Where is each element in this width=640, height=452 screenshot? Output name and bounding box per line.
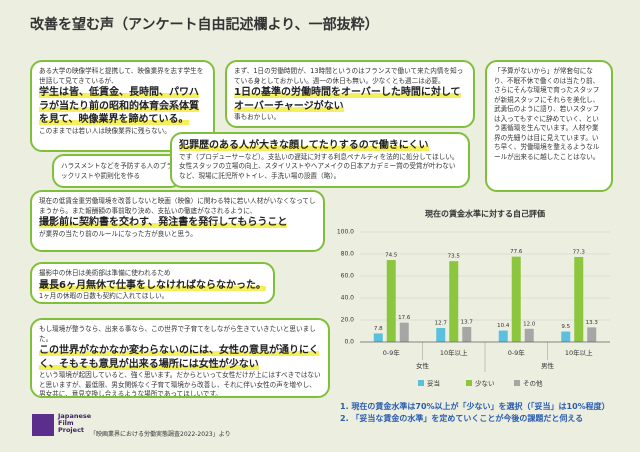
body-text: 「予算がないから」が常套句になり、不眠不休で働くのは当たり前、さらにそんな環境で… (494, 67, 600, 161)
body-text: このままでは若い人は映像業界に残らない。 (39, 126, 171, 135)
value-label: 74.5 (385, 253, 398, 259)
bar (511, 256, 521, 342)
bar (561, 331, 571, 342)
note: 1. 現在の賃金水準は70%以上が「少ない」を選択（「妥当」は10%程度） (340, 402, 610, 411)
value-label: 12.7 (435, 321, 448, 327)
body-text: ある大学の映像学科と提携して、映像業界を志す学生を世話して見てきているが、 (39, 67, 204, 85)
bar (373, 333, 383, 342)
bar (436, 328, 446, 342)
speech-bubble: ハラスメントなどを予防する人のブラックリストや罰則化を作る (52, 154, 182, 188)
value-label: 77.6 (510, 249, 523, 255)
legend-swatch (514, 380, 520, 386)
speech-bubble: まず、1日の労働時間が、13時間というのはフランスで働いて来た内情を知っている身… (225, 60, 475, 128)
value-label: 17.6 (398, 315, 411, 321)
bar (399, 322, 409, 342)
body-text: 事もおかしい。 (234, 113, 281, 122)
bar (386, 260, 396, 342)
speech-bubble: 犯罪歴のある人が大きな顔してたりするので働きにくい です（プロデューサーなど）。支… (170, 132, 470, 188)
x-tick-label: 0-9年 (383, 348, 401, 357)
bar (574, 256, 584, 342)
group-label: 男性 (541, 361, 555, 370)
emphasis-text: 犯罪歴のある人が大きな顔してたりするので働きにくい (179, 140, 429, 151)
y-tick-label: 0.0 (344, 339, 354, 346)
source: 「映画業界における労働実態調査2022-2023」より (90, 431, 231, 438)
body-text: が業界の当たり前のルールになった方が良いと思う。 (39, 229, 197, 238)
y-tick-label: 40.0 (341, 295, 355, 302)
note: 2. 「妥当な賃金の水準」を定めていくことが今後の課題だと伺える (340, 414, 584, 423)
body-text: まず、1日の労働時間が、13時間というのはフランスで働いて来た内情を知っている身… (234, 67, 464, 85)
bar (587, 327, 597, 342)
bar (498, 330, 508, 342)
y-tick-label: 60.0 (341, 273, 355, 280)
emphasis-text: 撮影前に契約書を交わす、発注書を発行してもらうこと (39, 217, 288, 229)
value-label: 13.7 (461, 319, 474, 325)
legend-label: 少ない (475, 379, 495, 388)
body-text: もし環境が整うなら、出来る事なら、この世界で子育てをしながら生きていきたいと思い… (39, 325, 316, 343)
legend-swatch (418, 380, 424, 386)
value-label: 77.3 (573, 249, 586, 255)
legend-swatch (466, 380, 472, 386)
emphasis-text: 最長6ヶ月無休で仕事をしなければならなかった。 (39, 279, 266, 291)
value-label: 13.3 (586, 320, 599, 326)
y-tick-label: 80.0 (341, 251, 355, 258)
chart-title: 現在の賃金水準に対する自己評価 (425, 209, 545, 219)
bar (449, 261, 459, 342)
body-text: 現在の低賃金重労働環境を改善しないと映画（映像）に関わる特に若い人材がいなくなっ… (39, 197, 316, 215)
legend-label: その他 (523, 379, 543, 388)
speech-bubble: 撮影中の休日は美術部は準備に使われるため最長6ヶ月無休で仕事をしなければならなか… (30, 262, 275, 304)
speech-bubble: もし環境が整うなら、出来る事なら、この世界で子育てをしながら生きていきたいと思い… (30, 318, 330, 398)
body-text: ハラスメントなどを予防する人のブラックリストや罰則化を作る (61, 162, 173, 180)
value-label: 9.5 (561, 324, 570, 330)
group-label: 女性 (416, 361, 430, 370)
logo-mark (32, 414, 54, 436)
logo-text: Japanese Film Project (58, 412, 92, 435)
bar (462, 326, 472, 342)
body-text: です（プロデューサーなど）。支払いの遅延に対する利息ペナルティを法的に処分してほ… (179, 152, 459, 180)
page-title: 改善を望む声（アンケート自由記述欄より、一部抜粋） (30, 17, 379, 33)
speech-bubble: 現在の低賃金重労働環境を改善しないと映画（映像）に関わる特に若い人材がいなくなっ… (30, 190, 325, 252)
bar (524, 328, 534, 342)
body-text: という環境が起因していると、強く思います。だからといって女性だけが上にはすべきで… (39, 371, 321, 398)
value-label: 73.5 (448, 254, 461, 260)
x-tick-label: 0-9年 (508, 348, 526, 357)
speech-bubble: 「予算がないから」が常套句になり、不眠不休で働くのは当たり前、さらにそんな環境で… (485, 60, 613, 192)
value-label: 12.0 (523, 321, 536, 327)
legend-label: 妥当 (427, 379, 440, 388)
y-tick-label: 100.0 (337, 229, 354, 236)
value-label: 10.4 (497, 323, 510, 329)
emphasis-text: 学生は皆、低賃金、長時間、パワハラが当たり前の昭和的体育会系体質を見て、映像業界… (39, 87, 199, 126)
x-tick-label: 10年以上 (440, 348, 468, 357)
y-tick-label: 20.0 (341, 317, 355, 324)
body-text: 撮影中の休日は美術部は準備に使われるため (39, 269, 171, 277)
value-label: 7.8 (374, 326, 383, 332)
body-text: 1ヶ月の休暇の日数も契約に入れてほしい。 (39, 292, 169, 301)
x-tick-label: 10年以上 (565, 348, 593, 357)
